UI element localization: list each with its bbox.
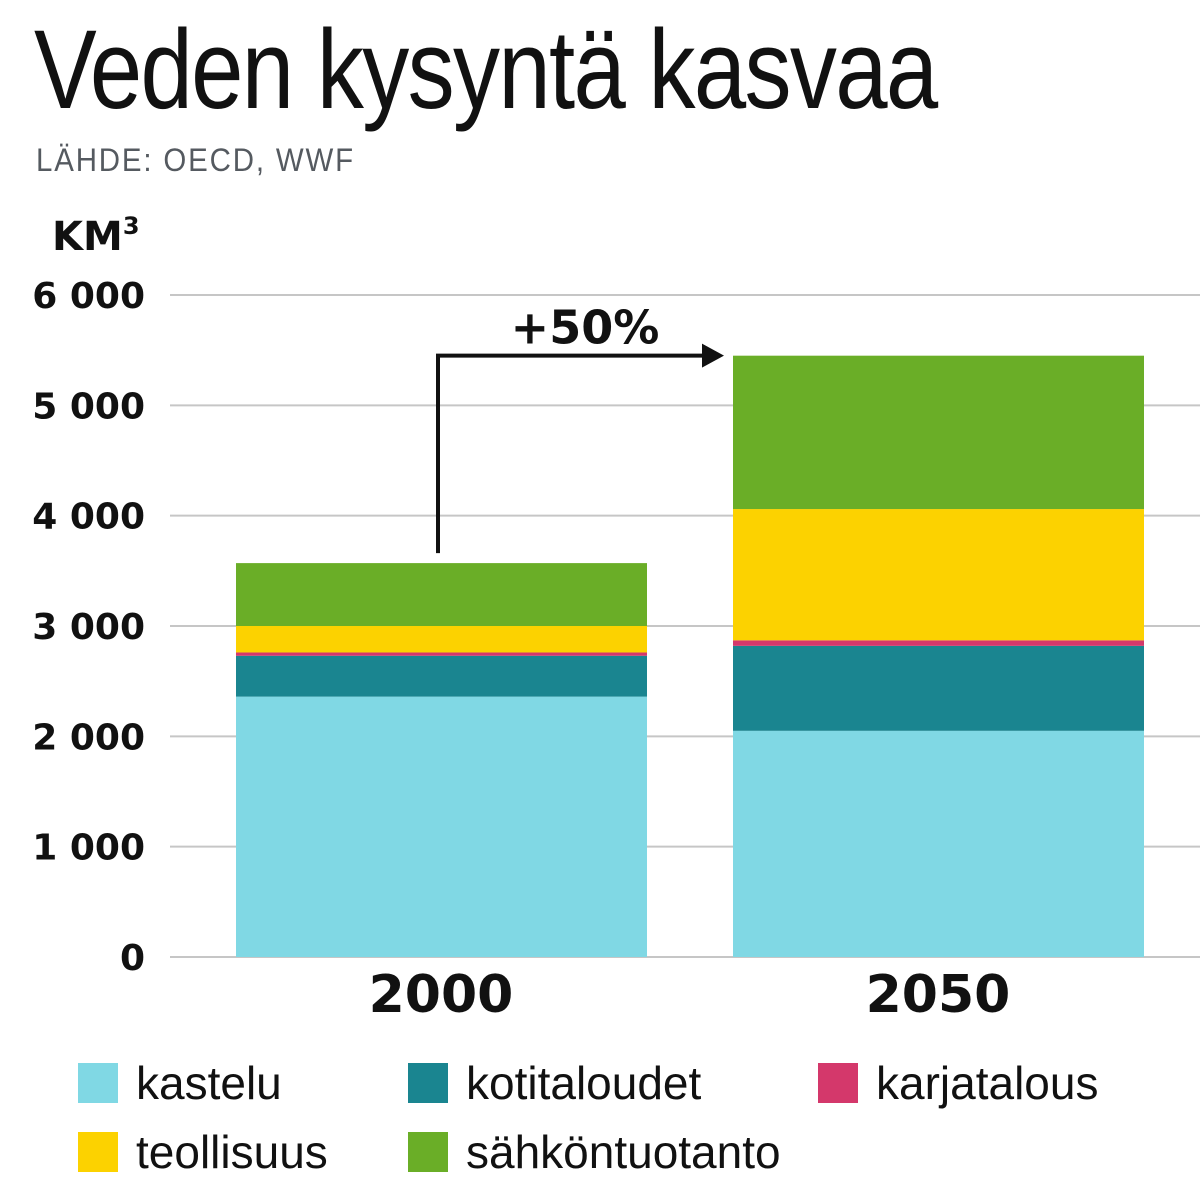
legend-item-karjatalous: karjatalous	[818, 1056, 1098, 1110]
y-tick-label: 5 000	[32, 386, 145, 427]
legend-item-kotitaloudet: kotitaloudet	[408, 1056, 701, 1110]
legend-swatch	[408, 1063, 448, 1103]
bar-segment-2000-sähköntuotanto	[236, 563, 647, 626]
bar-segment-2000-kotitaloudet	[236, 655, 647, 697]
y-tick-label: 2 000	[32, 717, 145, 758]
y-tick-label: 6 000	[32, 276, 145, 317]
x-tick-label-2000: 2000	[369, 965, 514, 1025]
bar-segment-2050-kastelu	[733, 730, 1144, 957]
growth-annotation: +50%	[511, 301, 660, 355]
y-tick-label: 1 000	[32, 828, 145, 869]
bar-segment-2000-karjatalous	[236, 652, 647, 656]
growth-arrow-head	[702, 343, 724, 368]
y-tick-label: 0	[120, 938, 145, 979]
legend-label: kotitaloudet	[466, 1057, 702, 1109]
legend-swatch	[78, 1063, 118, 1103]
y-axis-unit-label: KM3	[52, 212, 140, 260]
legend-swatch	[408, 1132, 448, 1172]
legend-swatch	[78, 1132, 118, 1172]
x-tick-label-2050: 2050	[866, 965, 1011, 1025]
legend-item-kastelu: kastelu	[78, 1056, 282, 1110]
legend-label: sähköntuotanto	[466, 1126, 781, 1178]
legend-label: teollisuus	[136, 1126, 328, 1178]
y-tick-label: 4 000	[32, 497, 145, 538]
legend-swatch	[818, 1063, 858, 1103]
legend-label: karjatalous	[876, 1057, 1099, 1109]
bar-segment-2000-teollisuus	[236, 626, 647, 653]
bar-segment-2050-kotitaloudet	[733, 645, 1144, 731]
legend-label: kastelu	[136, 1057, 282, 1109]
chart-source: LÄHDE: OECD, WWF	[36, 142, 355, 178]
bar-segment-2050-sähköntuotanto	[733, 355, 1144, 510]
y-tick-label: 3 000	[32, 607, 145, 648]
legend-item-sähköntuotanto: sähköntuotanto	[408, 1125, 781, 1179]
bar-segment-2000-kastelu	[236, 696, 647, 957]
stacked-bar-chart: KM3 0 1 000 2 000 3 000 4 000 5 000 6 000 2000 20…	[32, 212, 1200, 1025]
legend-item-teollisuus: teollisuus	[78, 1125, 328, 1179]
bar-segment-2050-teollisuus	[733, 509, 1144, 641]
bar-segment-2050-karjatalous	[733, 640, 1144, 646]
chart-title: Veden kysyntä kasvaa	[34, 7, 938, 132]
growth-arrow-line	[436, 353, 706, 554]
